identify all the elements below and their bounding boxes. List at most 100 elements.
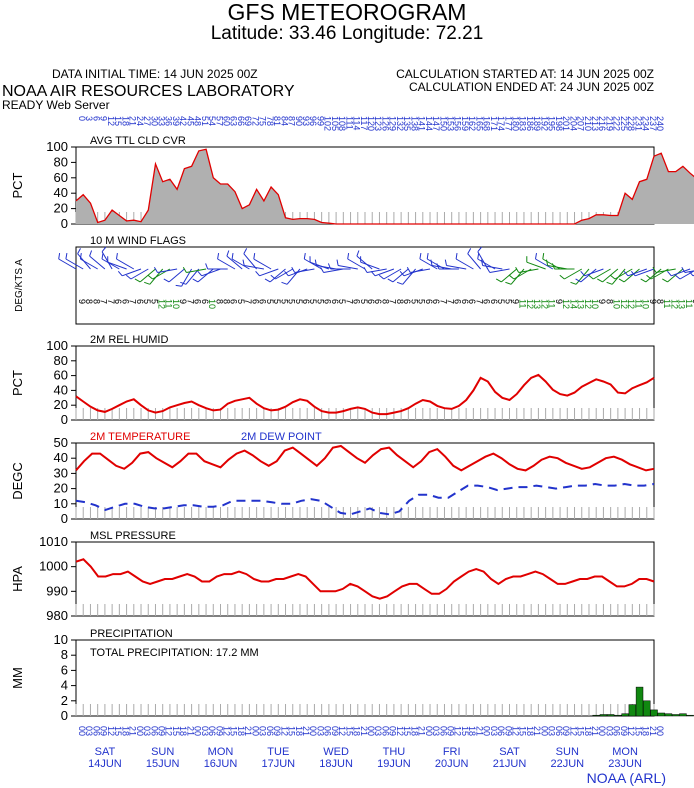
hour-label: 00 — [539, 726, 549, 736]
wind-barb — [168, 268, 185, 283]
precip-bar — [671, 714, 680, 717]
top-hour-label: 162 — [467, 116, 477, 131]
wind-barb-feather — [396, 281, 403, 285]
wind-speed-label: 12 — [583, 299, 593, 309]
wind-barb-feather — [231, 253, 234, 260]
wind-barb-feather — [681, 267, 686, 273]
wind-barb-feather — [426, 253, 429, 260]
top-hour-label: 3 — [84, 116, 94, 121]
wind-speed-label: 5 — [236, 299, 246, 304]
wind-speed-label: 7 — [185, 299, 195, 304]
wind-barb-feather — [606, 281, 613, 285]
wind-barb-feather — [243, 248, 248, 254]
hour-label: 21 — [648, 726, 658, 736]
hour-label: 12 — [453, 726, 463, 736]
wind-speed-label: 5 — [409, 299, 419, 304]
hour-label: 15 — [460, 726, 470, 736]
y-tick-label: 40 — [54, 185, 68, 200]
top-hour-labels: 0369121518212427303336394245485154576063… — [77, 116, 665, 131]
hour-label: 18 — [641, 726, 651, 736]
hour-label: 15 — [576, 726, 586, 736]
top-hour-label: 63 — [229, 116, 239, 126]
hour-label: 06 — [612, 726, 622, 736]
top-hour-label: 228 — [626, 116, 636, 131]
hour-label: 06 — [92, 726, 102, 736]
wind-barb — [419, 258, 438, 270]
wind-speed-label: 7 — [388, 299, 398, 304]
hour-label: 03 — [489, 726, 499, 736]
hour-label: 00 — [77, 726, 87, 736]
top-hour-label: 108 — [337, 116, 347, 131]
wind-barb-feather — [197, 270, 203, 277]
wind-barb-feather — [147, 274, 153, 280]
wind-barb — [217, 258, 236, 270]
top-hour-label: 9 — [99, 116, 109, 121]
hour-label: 03 — [431, 726, 441, 736]
top-hour-label: 132 — [395, 116, 405, 131]
hour-label: 06 — [265, 726, 275, 736]
wind-barb — [157, 268, 178, 273]
wind-speed-label: 9 — [648, 299, 658, 304]
hour-label: 18 — [525, 726, 535, 736]
wind-barb — [366, 268, 387, 273]
wind-barb-feather — [356, 250, 360, 257]
hour-label: 12 — [106, 726, 116, 736]
precip-bar — [614, 714, 622, 717]
y-axis-label: DEG/KTS A — [14, 259, 25, 312]
wind-barb — [623, 268, 640, 283]
y-tick-label: 40 — [54, 382, 68, 397]
hour-label: 15 — [402, 726, 412, 736]
wind-barb — [243, 253, 257, 270]
wind-speed-label: 9 — [178, 299, 188, 304]
wind-barb — [130, 268, 149, 280]
hour-label: 18 — [467, 726, 477, 736]
wind-barb — [304, 258, 322, 270]
hour-label: 21 — [243, 726, 253, 736]
hour-label: 00 — [424, 726, 434, 736]
wind-barb-feather — [662, 278, 668, 283]
wind-speed-label: 13 — [677, 299, 687, 309]
wind-barb — [482, 265, 503, 270]
wind-speed-label: 11 — [518, 299, 528, 308]
y-tick-label: 2 — [61, 693, 68, 708]
hour-label: 18 — [352, 726, 362, 736]
wind-barb — [535, 258, 554, 270]
wind-barb-feather — [116, 253, 118, 260]
top-hour-label: 57 — [214, 116, 224, 126]
wind-speed-label: 7 — [474, 299, 484, 304]
top-hour-label: 12 — [106, 116, 116, 126]
wind-speed-label: 7 — [99, 299, 109, 304]
wind-barb — [360, 261, 380, 270]
day-date: 14JUN — [88, 758, 122, 770]
wind-speed-label: 9 — [554, 299, 564, 304]
top-hour-label: 75 — [258, 116, 268, 126]
wind-speed-label: 6 — [352, 299, 362, 304]
wind-speed-label: 8 — [380, 299, 390, 304]
wind-barb-feather — [303, 253, 306, 260]
wind-speed-label: 11 — [684, 299, 694, 308]
hour-label: 18 — [178, 726, 188, 736]
top-hour-label: 33 — [156, 116, 166, 126]
day-date: 22JUN — [550, 758, 584, 770]
hour-label: 00 — [308, 726, 318, 736]
wind-barb — [410, 268, 431, 273]
lab-name: NOAA AIR RESOURCES LABORATORY — [2, 83, 295, 100]
wind-barb — [107, 261, 127, 270]
top-hour-label: 117 — [359, 116, 369, 130]
precip-bar — [657, 712, 665, 717]
wind-barb-feather — [314, 259, 317, 266]
hour-label: 03 — [200, 726, 210, 736]
wind-barb-feather — [675, 274, 681, 280]
hour-label: 15 — [633, 726, 643, 736]
top-hour-label: 78 — [265, 116, 275, 126]
wind-speed-label: 12 — [669, 299, 679, 309]
wind-speed-label: 5 — [294, 299, 304, 304]
wind-speed-label: 8 — [92, 299, 102, 304]
top-hour-label: 231 — [633, 116, 643, 131]
wind-speed-label: 12 — [525, 299, 535, 309]
top-hour-label: 81 — [272, 116, 282, 126]
y-tick-label: 10 — [54, 496, 68, 511]
y-tick-label: 10 — [54, 632, 68, 647]
wind-barb-feather — [175, 284, 182, 287]
